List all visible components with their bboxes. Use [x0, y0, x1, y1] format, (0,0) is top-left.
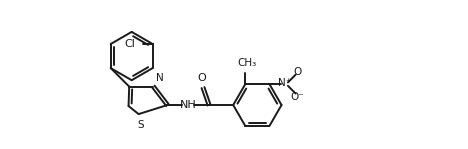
Text: NH: NH [180, 100, 197, 110]
Text: O⁻: O⁻ [291, 92, 304, 102]
Text: O: O [197, 73, 206, 83]
Text: N: N [156, 73, 164, 83]
Text: Cl: Cl [124, 39, 135, 49]
Text: N⁺: N⁺ [278, 78, 291, 89]
Text: S: S [137, 120, 144, 130]
Text: CH₃: CH₃ [237, 58, 256, 68]
Text: O: O [293, 67, 301, 77]
